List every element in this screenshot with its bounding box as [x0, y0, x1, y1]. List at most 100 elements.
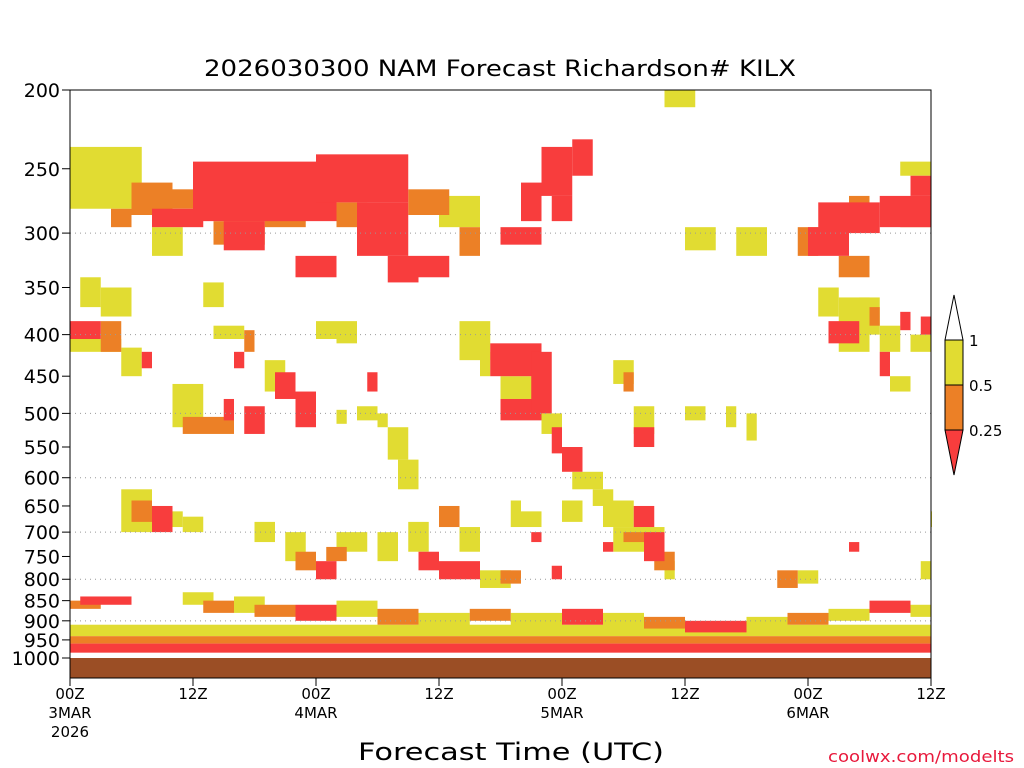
- heatmap-cell: [439, 505, 460, 528]
- y-tick-label: 700: [24, 522, 60, 544]
- heatmap-cell: [562, 447, 583, 472]
- chart-title: 2026030300 NAM Forecast Richardson# KILX: [204, 57, 796, 82]
- ground-layer: [70, 656, 931, 678]
- y-tick-label: 300: [24, 223, 60, 245]
- colorbar-segment: [944, 429, 964, 476]
- heatmap-cell: [223, 221, 265, 251]
- heatmap-cell: [223, 398, 234, 421]
- heatmap-cell: [541, 146, 573, 196]
- heatmap-cell: [203, 282, 224, 308]
- heatmap-cell: [572, 139, 593, 176]
- heatmap-cell: [828, 321, 860, 344]
- heatmap-cell: [295, 255, 337, 278]
- heatmap-cell: [377, 608, 419, 625]
- heatmap-cell: [879, 351, 890, 377]
- heatmap-cell: [633, 406, 655, 434]
- heatmap-cell: [920, 316, 931, 335]
- y-tick-label: 450: [24, 366, 60, 388]
- heatmap-cell: [500, 570, 521, 584]
- heatmap-cell: [70, 643, 931, 653]
- heatmap-cell: [623, 372, 634, 392]
- heatmap-cell: [685, 227, 716, 251]
- heatmap-cell: [336, 600, 378, 617]
- heatmap-cell: [562, 500, 583, 522]
- heatmap-cell: [80, 277, 101, 308]
- heatmap-cell: [736, 227, 767, 256]
- heatmap-cell: [459, 527, 480, 552]
- heatmap-cell: [152, 505, 173, 533]
- heatmap-cell: [203, 600, 234, 613]
- y-tick-label: 200: [24, 80, 60, 102]
- y-tick-label: 800: [24, 569, 60, 591]
- heatmap-cell: [418, 255, 450, 278]
- colorbar-segment: [944, 294, 964, 341]
- heatmap-cell: [70, 321, 101, 340]
- heatmap-cell: [254, 521, 275, 543]
- x-tick-label: 12Z: [424, 685, 453, 703]
- heatmap-cell: [879, 325, 901, 352]
- heatmap-cell: [644, 532, 665, 562]
- heatmap-cell: [603, 542, 614, 552]
- heatmap-cell: [603, 500, 634, 528]
- heatmap-cell: [244, 406, 265, 434]
- x-tick-label: 12Z: [916, 685, 945, 703]
- heatmap-cell: [70, 636, 931, 644]
- y-tick-label: 500: [24, 403, 60, 425]
- y-axis: 200 250 300 350 400 450 500 550 600 650 7007508008…: [12, 80, 70, 670]
- heatmap-cell: [336, 321, 357, 344]
- x-tick-label: 00Z: [793, 685, 822, 703]
- heatmap-cell: [746, 413, 757, 441]
- colorbar-label: 0.5: [969, 377, 993, 395]
- heatmap-cell: [910, 175, 931, 196]
- x-tick-label: 00Z: [547, 685, 576, 703]
- heatmap-cell: [387, 255, 419, 283]
- colorbar-label: 0.25: [969, 422, 1002, 440]
- y-tick-label: 1000: [12, 648, 60, 670]
- heatmap-cell: [316, 154, 409, 203]
- x-tick-label: 00Z: [55, 685, 84, 703]
- heatmap-cell: [551, 565, 562, 580]
- y-tick-label: 250: [24, 159, 60, 181]
- heatmap-cell: [152, 208, 204, 228]
- heatmap-cell: [439, 561, 480, 580]
- x-tick-label: 00Z: [301, 685, 330, 703]
- y-tick-label: 550: [24, 437, 60, 459]
- heatmap-cell: [459, 227, 480, 256]
- heatmap-cell: [100, 287, 132, 317]
- heatmap-cell: [377, 413, 388, 428]
- y-tick-label: 950: [24, 630, 60, 652]
- heatmap-cell: [551, 195, 573, 222]
- heatmap-cell: [244, 330, 255, 352]
- heatmap-cell: [295, 551, 316, 571]
- heatmap-cell: [869, 307, 880, 326]
- heatmap-cell: [100, 321, 122, 352]
- heatmap-cell: [418, 612, 470, 629]
- heatmap-cell: [910, 604, 931, 617]
- heatmap-cell: [869, 600, 911, 613]
- heatmap-cell: [152, 227, 183, 256]
- heatmap-cell: [387, 427, 409, 460]
- plot-frame: [69, 89, 932, 679]
- y-tick-label: 350: [24, 277, 60, 299]
- heatmap-cell: [900, 161, 931, 176]
- colorbar: 1 0.5 0.25: [944, 294, 1002, 476]
- heatmap-cell: [398, 459, 419, 490]
- heatmap-cell: [336, 409, 347, 424]
- heatmap-cell: [316, 561, 337, 580]
- y-tick-label: 400: [24, 325, 60, 347]
- heatmap-cell: [121, 347, 142, 377]
- heatmap-cell: [377, 532, 398, 562]
- y-tick-label: 850: [24, 591, 60, 613]
- heatmap-cell: [295, 391, 316, 428]
- x-tick-label: 6MAR: [786, 704, 829, 722]
- heatmap-cell: [797, 570, 819, 584]
- heatmap-cell: [131, 500, 152, 522]
- heatmap-cell: [787, 612, 829, 625]
- heatmap-cell: [849, 542, 860, 552]
- heatmap-cell: [295, 604, 337, 621]
- heatmap-cell: [562, 608, 603, 625]
- heatmap-cell: [510, 612, 562, 629]
- heatmap-cell: [336, 532, 368, 552]
